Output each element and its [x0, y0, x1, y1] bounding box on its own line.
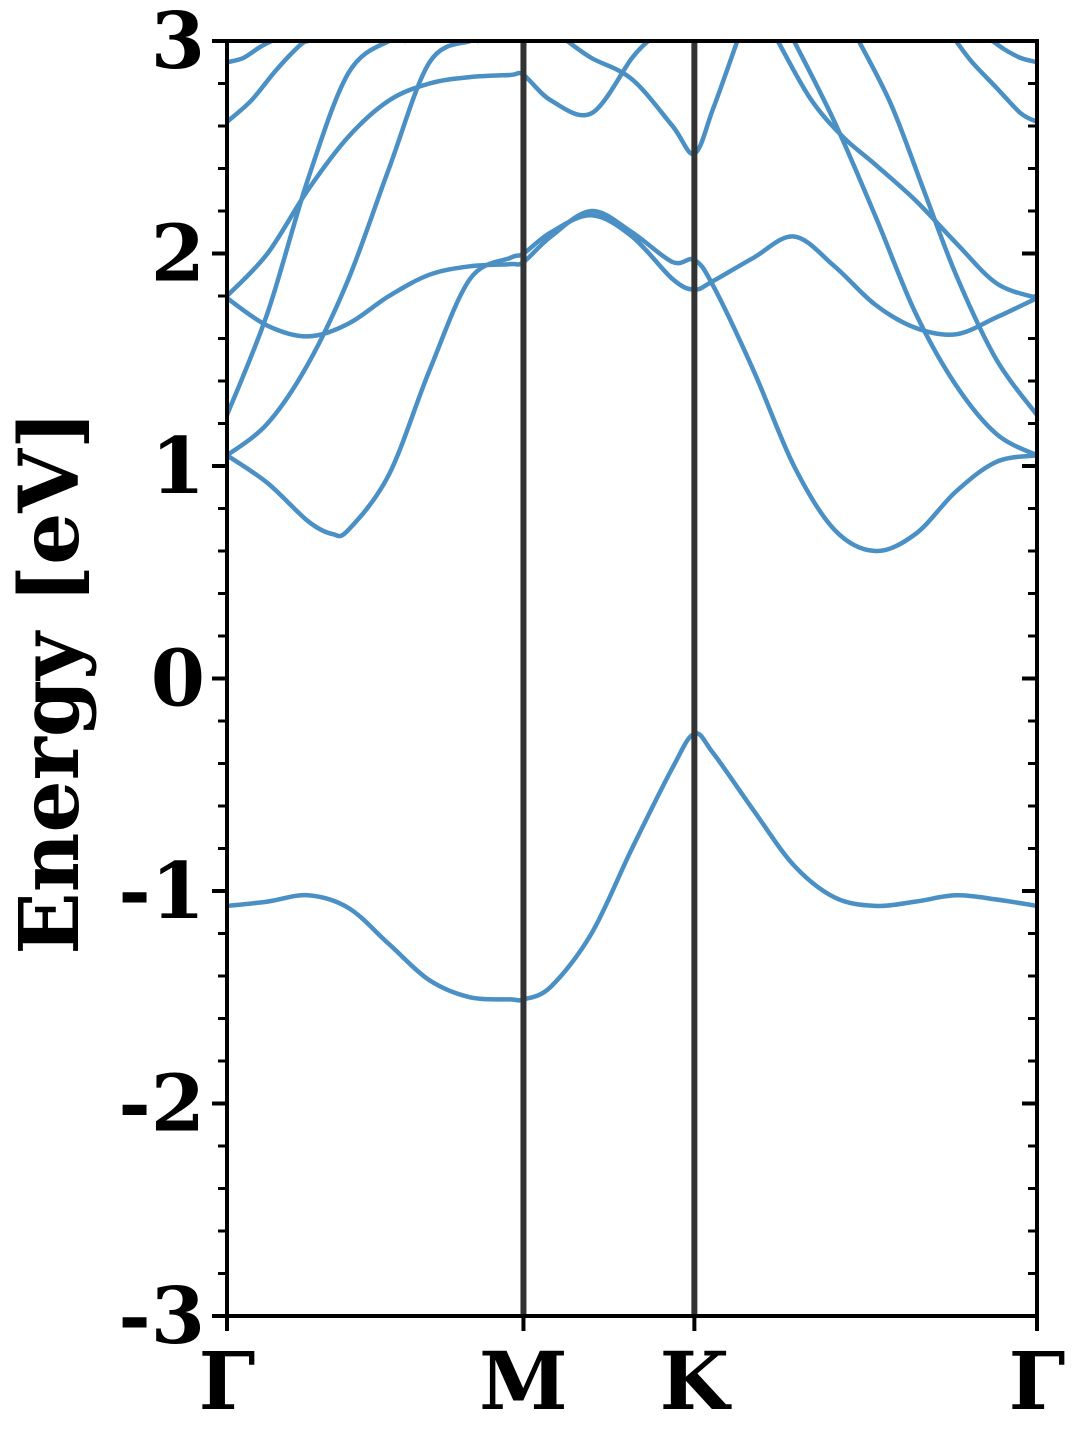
y-minor-ticks	[218, 82, 1037, 1275]
y-tick-label: 3	[151, 0, 205, 87]
band-line-13	[227, 41, 274, 65]
band-line-12	[953, 41, 1037, 125]
band-line-5	[791, 41, 1037, 458]
band-line-10	[564, 41, 740, 157]
y-tick-label: 1	[151, 421, 205, 512]
x-tick-label: M	[479, 1334, 568, 1428]
axes-frame	[225, 39, 1039, 1318]
band-line-9	[775, 41, 1037, 301]
band-line-7	[856, 41, 1037, 418]
x-tick-label: Γ	[199, 1334, 256, 1428]
y-tick-labels: 3 2 1 0 -1 -2 -3	[118, 0, 205, 1362]
x-ticks	[225, 1316, 1039, 1331]
x-tick-label: K	[660, 1334, 732, 1428]
y-tick-label: -3	[118, 1271, 205, 1362]
plot-area	[227, 41, 1037, 1003]
band-line-3	[227, 208, 1037, 554]
x-tick-label: Γ	[1009, 1334, 1066, 1428]
y-axis-label: Energy [eV]	[2, 410, 98, 954]
band-line-14	[990, 41, 1037, 65]
band-line-6	[227, 41, 408, 418]
y-tick-label: -2	[118, 1059, 205, 1150]
band-line-2	[227, 213, 1037, 539]
band-line-4	[227, 41, 481, 458]
band-line-11	[227, 41, 311, 125]
high-symmetry-lines	[520, 41, 698, 1316]
band-line-1	[227, 731, 1037, 1003]
y-tick-label: -1	[118, 846, 205, 937]
y-tick-label: 0	[151, 634, 205, 725]
y-tick-label: 2	[151, 209, 205, 300]
band-lines	[227, 41, 1037, 1003]
band-line-8	[227, 41, 651, 299]
